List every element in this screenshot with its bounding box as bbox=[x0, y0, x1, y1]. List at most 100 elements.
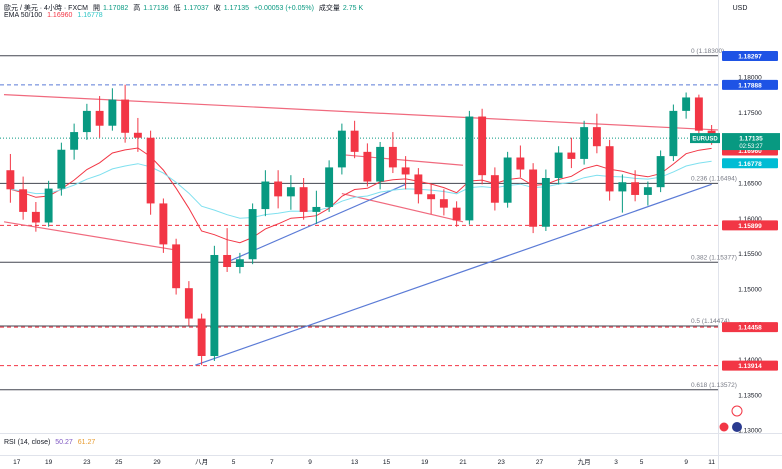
price-tick: 1.16000 bbox=[738, 216, 762, 223]
candle-body bbox=[146, 137, 155, 204]
candle-body bbox=[337, 130, 346, 168]
price-tick: 1.15000 bbox=[738, 286, 762, 293]
candle bbox=[70, 123, 79, 160]
time-tick: 9 bbox=[308, 459, 312, 466]
time-tick: 17 bbox=[13, 459, 21, 466]
candle-body bbox=[274, 181, 283, 197]
candle bbox=[223, 228, 232, 272]
last-price-text: 1.17135 bbox=[739, 136, 763, 143]
time-tick: 23 bbox=[498, 459, 506, 466]
candle-body bbox=[184, 288, 193, 319]
fib-label: 0.5 (1.14474) bbox=[691, 318, 730, 325]
candle-body bbox=[95, 110, 104, 126]
candle bbox=[618, 174, 627, 213]
time-tick: 7 bbox=[270, 459, 274, 466]
time-tick: 八月 bbox=[195, 458, 208, 466]
price-tag: 1.13914 bbox=[722, 360, 778, 371]
candle-body bbox=[108, 99, 117, 126]
rsi-ma-value: 61.27 bbox=[77, 439, 96, 446]
candle-body bbox=[452, 207, 461, 221]
ema-lines bbox=[10, 147, 712, 244]
candle-body bbox=[618, 182, 627, 192]
price-tag-bg bbox=[722, 360, 778, 371]
candle-body bbox=[529, 169, 538, 227]
price-tick: 1.13500 bbox=[738, 392, 762, 399]
candle bbox=[248, 203, 257, 265]
candle-body bbox=[172, 244, 181, 289]
indicator-icons bbox=[719, 405, 743, 432]
price-tag: 1.17888 bbox=[722, 79, 778, 90]
ema-legend[interactable]: EMA 50/100 1.16960 1.16778 bbox=[4, 12, 106, 19]
candle-body bbox=[631, 182, 640, 195]
trendline-1 bbox=[3, 221, 177, 251]
fib-label: 0 (1.18300) bbox=[691, 48, 724, 55]
time-tick: 21 bbox=[459, 459, 467, 466]
candle-body bbox=[223, 254, 232, 267]
candle bbox=[299, 177, 308, 220]
price-tag-bg bbox=[722, 79, 778, 90]
candle-body bbox=[567, 152, 576, 159]
symbol-title[interactable]: 歐元 / 美元 · 4小時 · FXCM bbox=[4, 5, 88, 12]
candle bbox=[312, 190, 321, 224]
candle bbox=[108, 88, 117, 131]
price-tag: 1.14458 bbox=[722, 322, 778, 333]
time-tick: 9 bbox=[684, 459, 688, 466]
candle bbox=[388, 132, 397, 174]
time-tick: 5 bbox=[232, 459, 236, 466]
candle bbox=[376, 141, 385, 190]
time-tick: 23 bbox=[83, 459, 91, 466]
candle-body bbox=[669, 110, 678, 157]
candle bbox=[19, 176, 28, 220]
candle-body bbox=[121, 99, 130, 133]
candle-body bbox=[312, 206, 321, 212]
candle bbox=[631, 170, 640, 202]
candle-body bbox=[592, 127, 601, 147]
candle bbox=[554, 146, 563, 185]
trendline-2 bbox=[341, 154, 464, 166]
time-tick: 5 bbox=[640, 459, 644, 466]
candle bbox=[363, 143, 372, 187]
price-tag: 1.18297 bbox=[722, 50, 778, 61]
candle bbox=[184, 281, 193, 326]
candle bbox=[6, 153, 15, 203]
candle bbox=[580, 120, 589, 165]
candle-body bbox=[401, 167, 410, 175]
candle bbox=[592, 113, 601, 154]
price-tag-bg bbox=[722, 50, 778, 61]
fib-labels: 0 (1.18300) 0.236 (1.16494) 0.382 (1.15377… bbox=[691, 48, 737, 389]
flag-icon bbox=[731, 405, 743, 417]
candle bbox=[325, 160, 334, 212]
candle-body bbox=[82, 110, 91, 133]
candle-body bbox=[57, 149, 66, 189]
candle-body bbox=[133, 132, 142, 138]
time-tick: 29 bbox=[153, 459, 161, 466]
time-tick: 25 bbox=[115, 459, 123, 466]
time-tick: 19 bbox=[45, 459, 53, 466]
low-value: 1.17037 bbox=[183, 5, 209, 12]
candle-body bbox=[516, 157, 525, 170]
candle-body bbox=[656, 156, 665, 188]
rsi-legend[interactable]: RSI (14, close) 50.27 61.27 bbox=[4, 439, 98, 446]
candle-body bbox=[376, 146, 385, 182]
candle bbox=[478, 108, 487, 185]
candles bbox=[6, 84, 716, 366]
trendlines bbox=[3, 94, 719, 366]
ema50-value: 1.16960 bbox=[47, 12, 73, 19]
symbol-legend: 歐元 / 美元 · 4小時 · FXCM 開 1.17082 高 1.17136 低… bbox=[4, 3, 366, 13]
candle-body bbox=[286, 187, 295, 197]
ema100-line bbox=[10, 160, 712, 219]
time-axis[interactable]: 17 19 23 25 29 八月 5 7 9 13 15 19 21 23 27 九月 3 5 9 11 bbox=[13, 457, 715, 466]
candle-body bbox=[44, 188, 53, 223]
candle-body bbox=[465, 116, 474, 221]
candle-body bbox=[235, 259, 244, 267]
close-value: 1.17135 bbox=[223, 5, 250, 12]
fib-label: 0.236 (1.16494) bbox=[691, 175, 737, 182]
price-tag-text: 1.17888 bbox=[738, 82, 762, 89]
price-tag-text: 1.16960 bbox=[738, 148, 762, 155]
candle-body bbox=[682, 97, 691, 111]
symbol-tag-text: EURUSD bbox=[692, 137, 718, 143]
candle bbox=[235, 252, 244, 274]
